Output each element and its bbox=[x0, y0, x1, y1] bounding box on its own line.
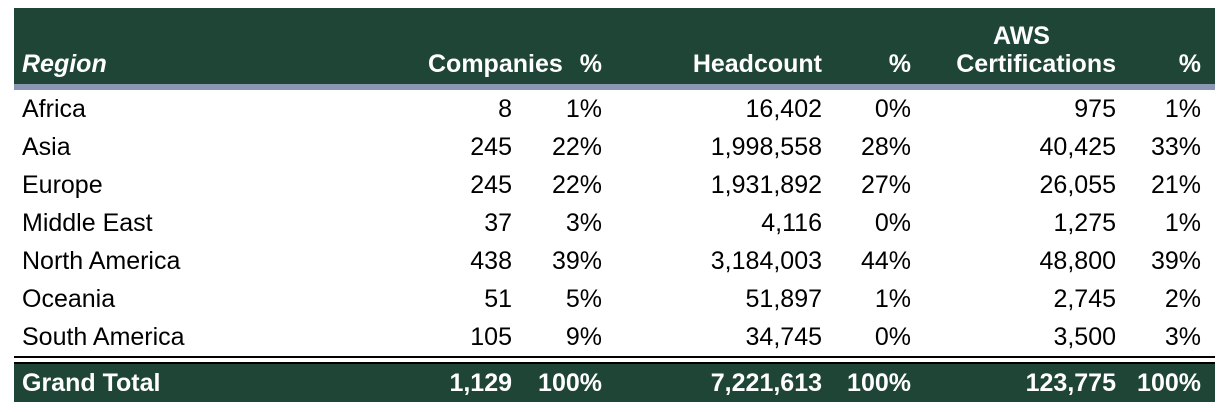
companies-cell: 37 bbox=[484, 208, 512, 237]
table-row: Asia 245 22% 1,998,558 28% 40,425 33% bbox=[14, 128, 1215, 166]
header-aws-line2: Certifications bbox=[956, 50, 1116, 78]
region-cell: Africa bbox=[22, 94, 86, 123]
aws-cell: 1,275 bbox=[1053, 208, 1116, 237]
companies-pct-cell: 39% bbox=[551, 246, 602, 275]
headcount-pct-cell: 27% bbox=[860, 170, 911, 199]
table-row: Africa 8 1% 16,402 0% 975 1% bbox=[14, 90, 1215, 128]
headcount-cell: 1,998,558 bbox=[710, 132, 822, 161]
total-aws: 123,775 bbox=[1025, 368, 1116, 397]
headcount-cell: 1,931,892 bbox=[710, 170, 822, 199]
aws-pct-cell: 39% bbox=[1150, 246, 1201, 275]
table-row: South America 105 9% 34,745 0% 3,500 3% bbox=[14, 318, 1215, 357]
header-companies-pct: % bbox=[579, 50, 602, 78]
region-cell: Oceania bbox=[22, 284, 116, 313]
header-companies: Companies bbox=[428, 50, 563, 78]
companies-cell: 51 bbox=[484, 284, 512, 313]
region-cell: Europe bbox=[22, 170, 103, 199]
header-headcount: Headcount bbox=[692, 50, 822, 78]
aws-pct-cell: 1% bbox=[1164, 208, 1201, 237]
header-row: Region Companies % Headcount % AWS Certif… bbox=[14, 8, 1215, 84]
companies-pct-cell: 22% bbox=[551, 132, 602, 161]
companies-pct-cell: 9% bbox=[565, 322, 602, 351]
companies-cell: 245 bbox=[470, 132, 512, 161]
headcount-cell: 51,897 bbox=[745, 284, 822, 313]
companies-cell: 105 bbox=[470, 322, 512, 351]
region-cell: South America bbox=[22, 322, 185, 351]
headcount-cell: 34,745 bbox=[745, 322, 822, 351]
aws-cell: 2,745 bbox=[1053, 284, 1116, 313]
region-cell: Middle East bbox=[22, 208, 153, 237]
headcount-cell: 3,184,003 bbox=[710, 246, 822, 275]
region-cell: Asia bbox=[22, 132, 71, 161]
table-row: Middle East 37 3% 4,116 0% 1,275 1% bbox=[14, 204, 1215, 242]
headcount-pct-cell: 28% bbox=[860, 132, 911, 161]
companies-pct-cell: 5% bbox=[565, 284, 602, 313]
aws-pct-cell: 3% bbox=[1164, 322, 1201, 351]
companies-pct-cell: 22% bbox=[551, 170, 602, 199]
total-aws-pct: 100% bbox=[1137, 368, 1201, 397]
aws-cell: 975 bbox=[1074, 94, 1116, 123]
aws-cell: 3,500 bbox=[1053, 322, 1116, 351]
headcount-pct-cell: 0% bbox=[874, 208, 911, 237]
aws-cell: 48,800 bbox=[1039, 246, 1116, 275]
headcount-pct-cell: 0% bbox=[874, 94, 911, 123]
aws-cell: 40,425 bbox=[1039, 132, 1116, 161]
table-row: North America 438 39% 3,184,003 44% 48,800 39% bbox=[14, 242, 1215, 280]
headcount-cell: 4,116 bbox=[761, 208, 822, 237]
table-row: Oceania 51 5% 51,897 1% 2,745 2% bbox=[14, 280, 1215, 318]
headcount-pct-cell: 1% bbox=[874, 284, 911, 313]
headcount-pct-cell: 0% bbox=[874, 322, 911, 351]
aws-pct-cell: 2% bbox=[1164, 284, 1201, 313]
aws-pct-cell: 21% bbox=[1150, 170, 1201, 199]
total-companies-pct: 100% bbox=[538, 368, 602, 397]
companies-pct-cell: 3% bbox=[565, 208, 602, 237]
table-row: Europe 245 22% 1,931,892 27% 26,055 21% bbox=[14, 166, 1215, 204]
header-separator bbox=[14, 84, 1215, 90]
aws-pct-cell: 33% bbox=[1150, 132, 1201, 161]
headcount-pct-cell: 44% bbox=[860, 246, 911, 275]
header-headcount-pct: % bbox=[888, 50, 911, 78]
header-region: Region bbox=[22, 50, 107, 78]
header-aws-line1: AWS bbox=[993, 22, 1050, 50]
header-aws-pct: % bbox=[1178, 50, 1201, 78]
companies-cell: 245 bbox=[470, 170, 512, 199]
total-label: Grand Total bbox=[22, 368, 161, 397]
grand-total-row: Grand Total 1,129 100% 7,221,613 100% 12… bbox=[14, 363, 1215, 402]
companies-cell: 438 bbox=[470, 246, 512, 275]
total-companies: 1,129 bbox=[449, 368, 512, 397]
companies-cell: 8 bbox=[498, 94, 512, 123]
aws-cell: 26,055 bbox=[1039, 170, 1116, 199]
aws-pct-cell: 1% bbox=[1164, 94, 1201, 123]
total-double-rule bbox=[14, 356, 1215, 364]
header-aws-certifications: AWS Certifications bbox=[919, 8, 1124, 84]
headcount-cell: 16,402 bbox=[745, 94, 822, 123]
companies-pct-cell: 1% bbox=[565, 94, 602, 123]
total-headcount: 7,221,613 bbox=[710, 368, 822, 397]
region-cell: North America bbox=[22, 246, 181, 275]
total-headcount-pct: 100% bbox=[847, 368, 911, 397]
region-summary-table: Region Companies % Headcount % AWS Certif… bbox=[14, 8, 1215, 402]
